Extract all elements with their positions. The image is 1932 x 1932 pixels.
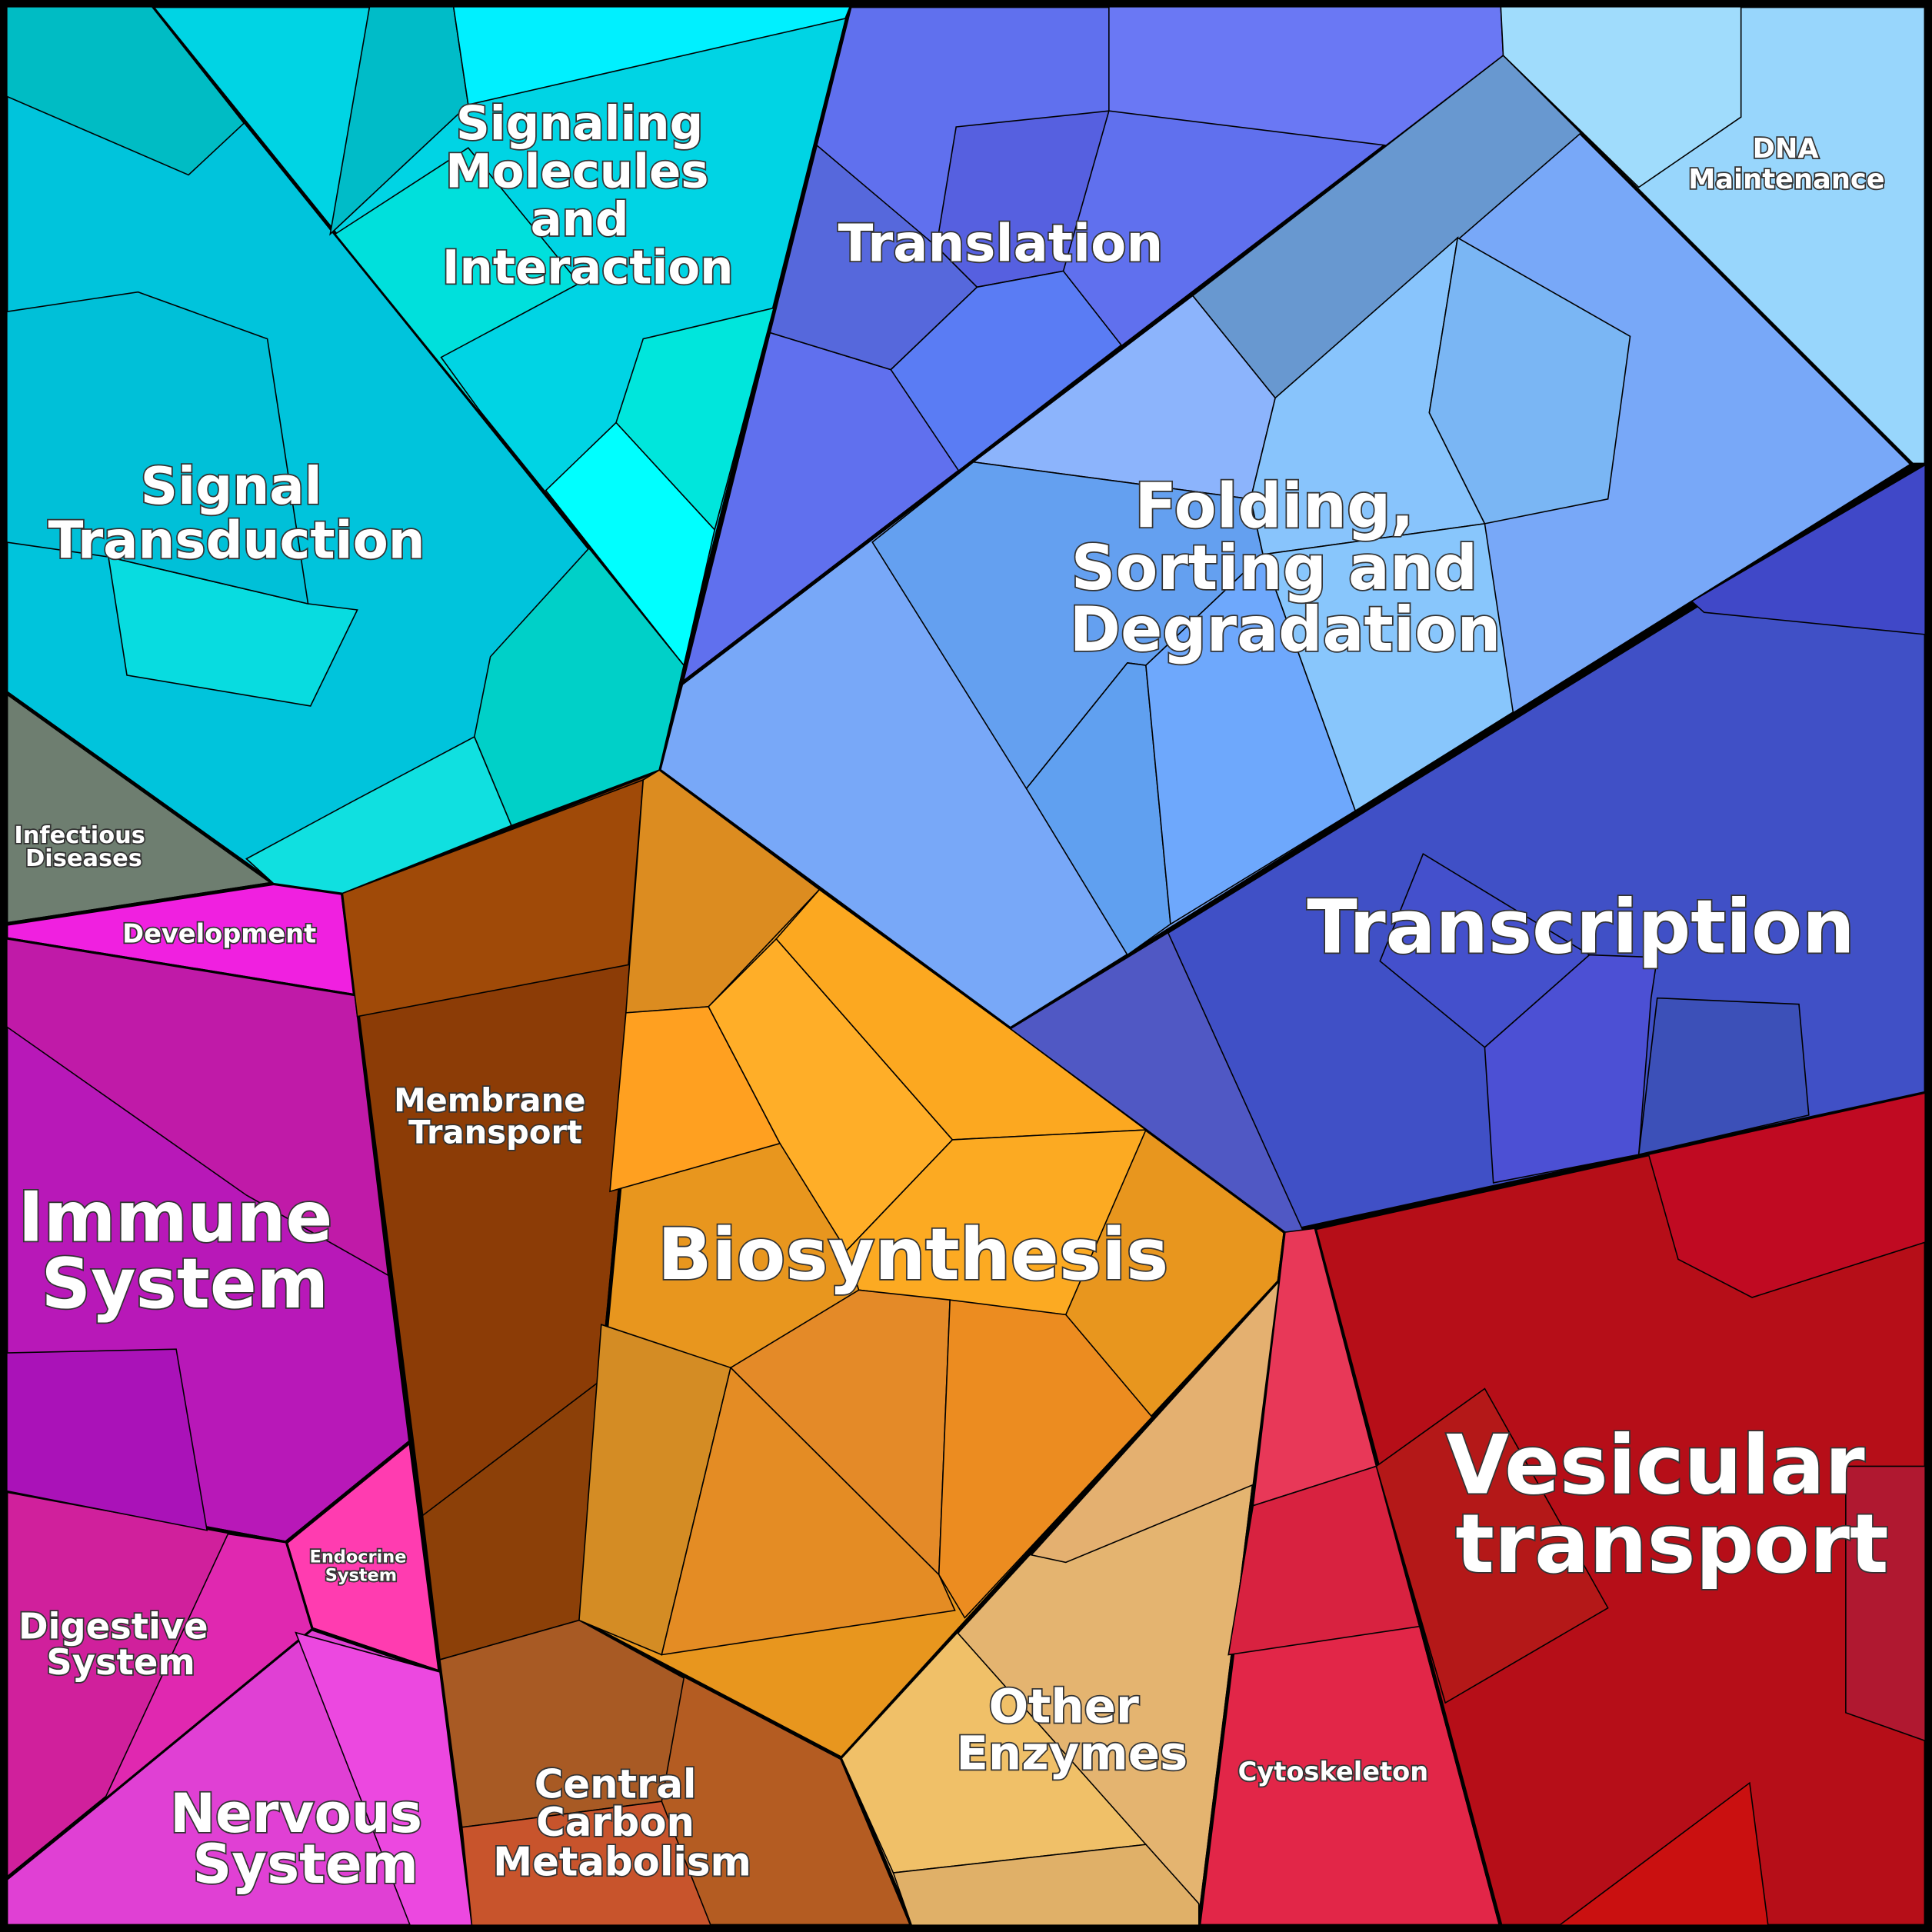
label-digestive-system: Digestive System [18, 1606, 221, 1683]
label-other-enzymes: Other Enzymes [956, 1680, 1188, 1781]
label-biosynthesis: Biosynthesis [658, 1213, 1169, 1296]
label-endocrine-system: Endocrine System [310, 1547, 413, 1585]
label-central-carbon-metabolism: Central Carbon Metabolism [493, 1761, 751, 1885]
label-translation: Translation [838, 214, 1163, 274]
label-nervous-system: Nervous System [170, 1782, 441, 1896]
label-infectious-diseases: Infectious Diseases [14, 822, 153, 872]
label-signaling-molecules: Signaling Molecules and Interaction [442, 96, 734, 295]
label-transcription: Transcription [1307, 884, 1854, 970]
label-development: Development [122, 919, 316, 949]
labels: Signal Transduction Signaling Molecules … [13, 95, 1893, 1897]
label-signal-transduction: Signal Transduction [48, 456, 425, 570]
label-immune-system: Immune System [18, 1178, 356, 1324]
label-folding-sorting-degradation: Folding, Sorting and Degradation [1069, 471, 1501, 665]
label-cytoskeleton: Cytoskeleton [1238, 1757, 1429, 1787]
label-dna-maintenance: DNA Maintenance [1688, 133, 1884, 195]
label-membrane-transport: Membrane Transport [394, 1081, 597, 1151]
label-vesicular-transport: Vesicular transport [1446, 1418, 1893, 1592]
